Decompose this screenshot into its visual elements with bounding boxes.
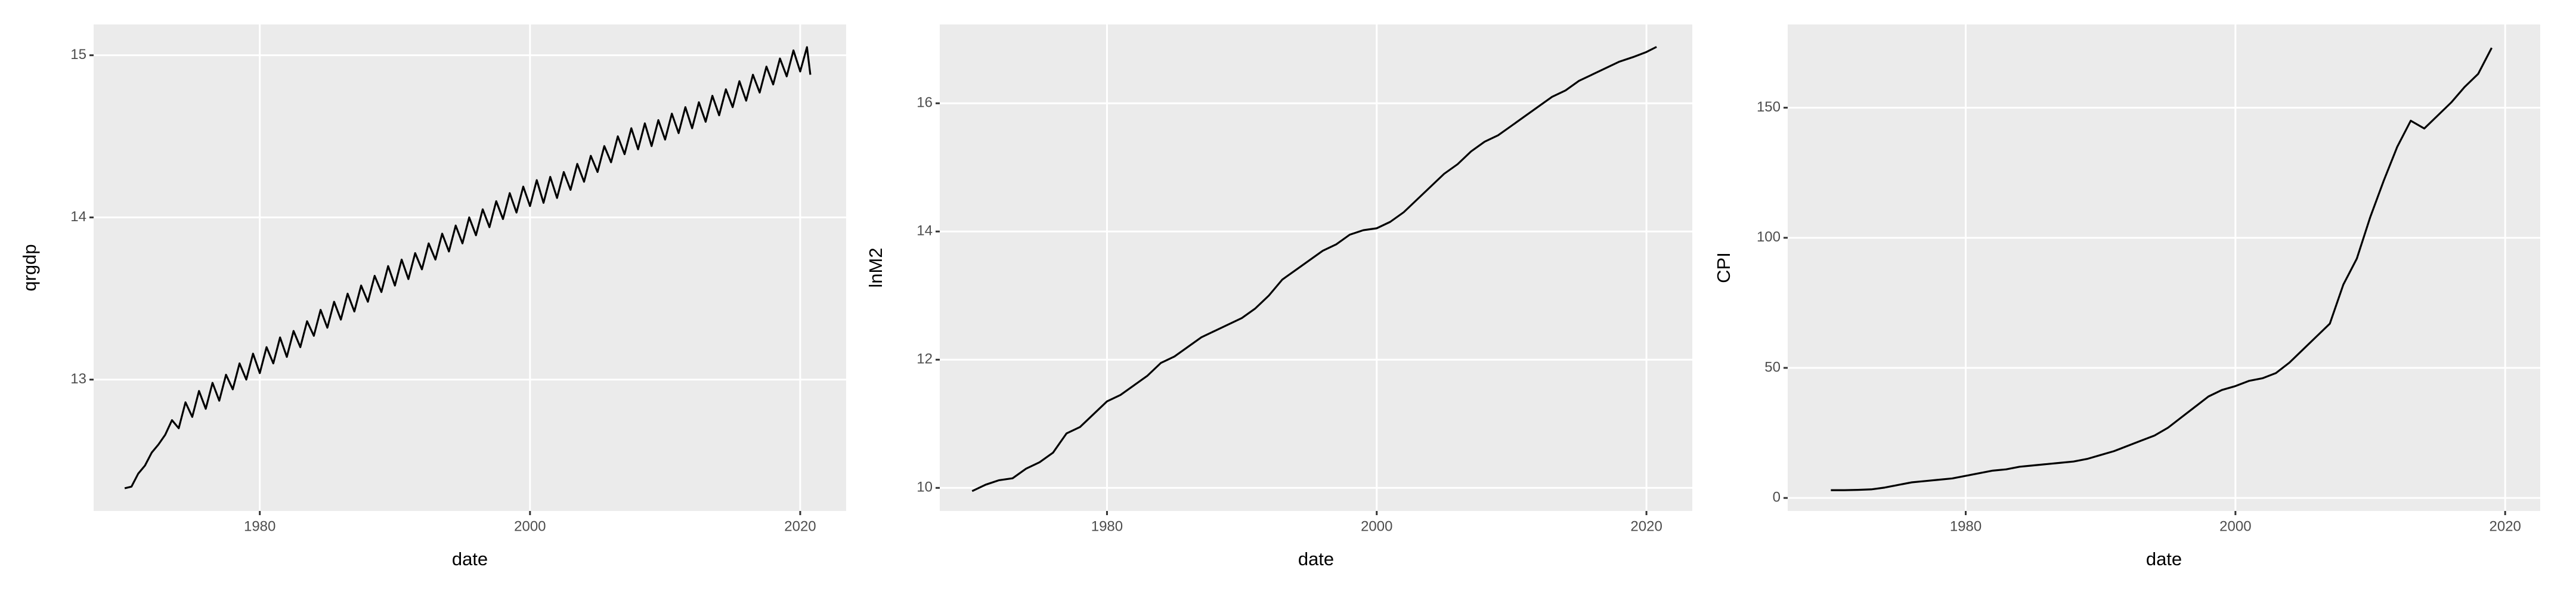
y-tick-label: 50 — [1764, 359, 1781, 375]
y-tick-label: 100 — [1757, 229, 1781, 245]
y-axis-title: lnM2 — [865, 247, 886, 287]
y-axis-title: qrgdp — [19, 244, 40, 291]
x-tick-label: 2000 — [514, 518, 546, 534]
x-axis-title: date — [452, 549, 488, 569]
y-tick-label: 15 — [70, 47, 86, 63]
x-tick-label: 1980 — [1950, 518, 1981, 534]
panel-group: 10 12 14 16 1980 2000 2020 date lnM2 — [865, 24, 1692, 569]
x-tick-label: 1980 — [1091, 518, 1123, 534]
x-tick-label: 2000 — [2219, 518, 2251, 534]
line — [124, 46, 812, 490]
panel-group: 13 14 15 1980 2000 2020 date qrgdp — [19, 24, 846, 569]
x-tick-label: 1980 — [244, 518, 275, 534]
y-tick-label: 13 — [70, 371, 86, 387]
x-axis-title: date — [1298, 549, 1334, 569]
x-tick-label: 2020 — [1630, 518, 1662, 534]
x-tick-label: 2000 — [1361, 518, 1392, 534]
y-tick-label: 16 — [917, 95, 933, 111]
y-tick-label: 12 — [917, 351, 933, 367]
panel-group: 0 50 100 150 1980 2000 2020 date CPI — [1713, 24, 2540, 569]
x-tick-label: 2020 — [2490, 518, 2521, 534]
y-tick-label: 14 — [917, 223, 933, 239]
panel-background — [1788, 24, 2540, 511]
y-axis-title: CPI — [1713, 252, 1734, 283]
y-tick-label: 14 — [70, 209, 86, 225]
y-tick-label: 10 — [917, 479, 933, 495]
line — [971, 46, 1657, 492]
x-axis-title: date — [2146, 549, 2182, 569]
panel-background — [940, 24, 1692, 511]
x-tick-label: 2020 — [784, 518, 816, 534]
y-tick-label: 150 — [1757, 99, 1781, 115]
panel-background — [94, 24, 846, 511]
line — [1831, 47, 2493, 491]
y-tick-label: 0 — [1773, 490, 1781, 506]
